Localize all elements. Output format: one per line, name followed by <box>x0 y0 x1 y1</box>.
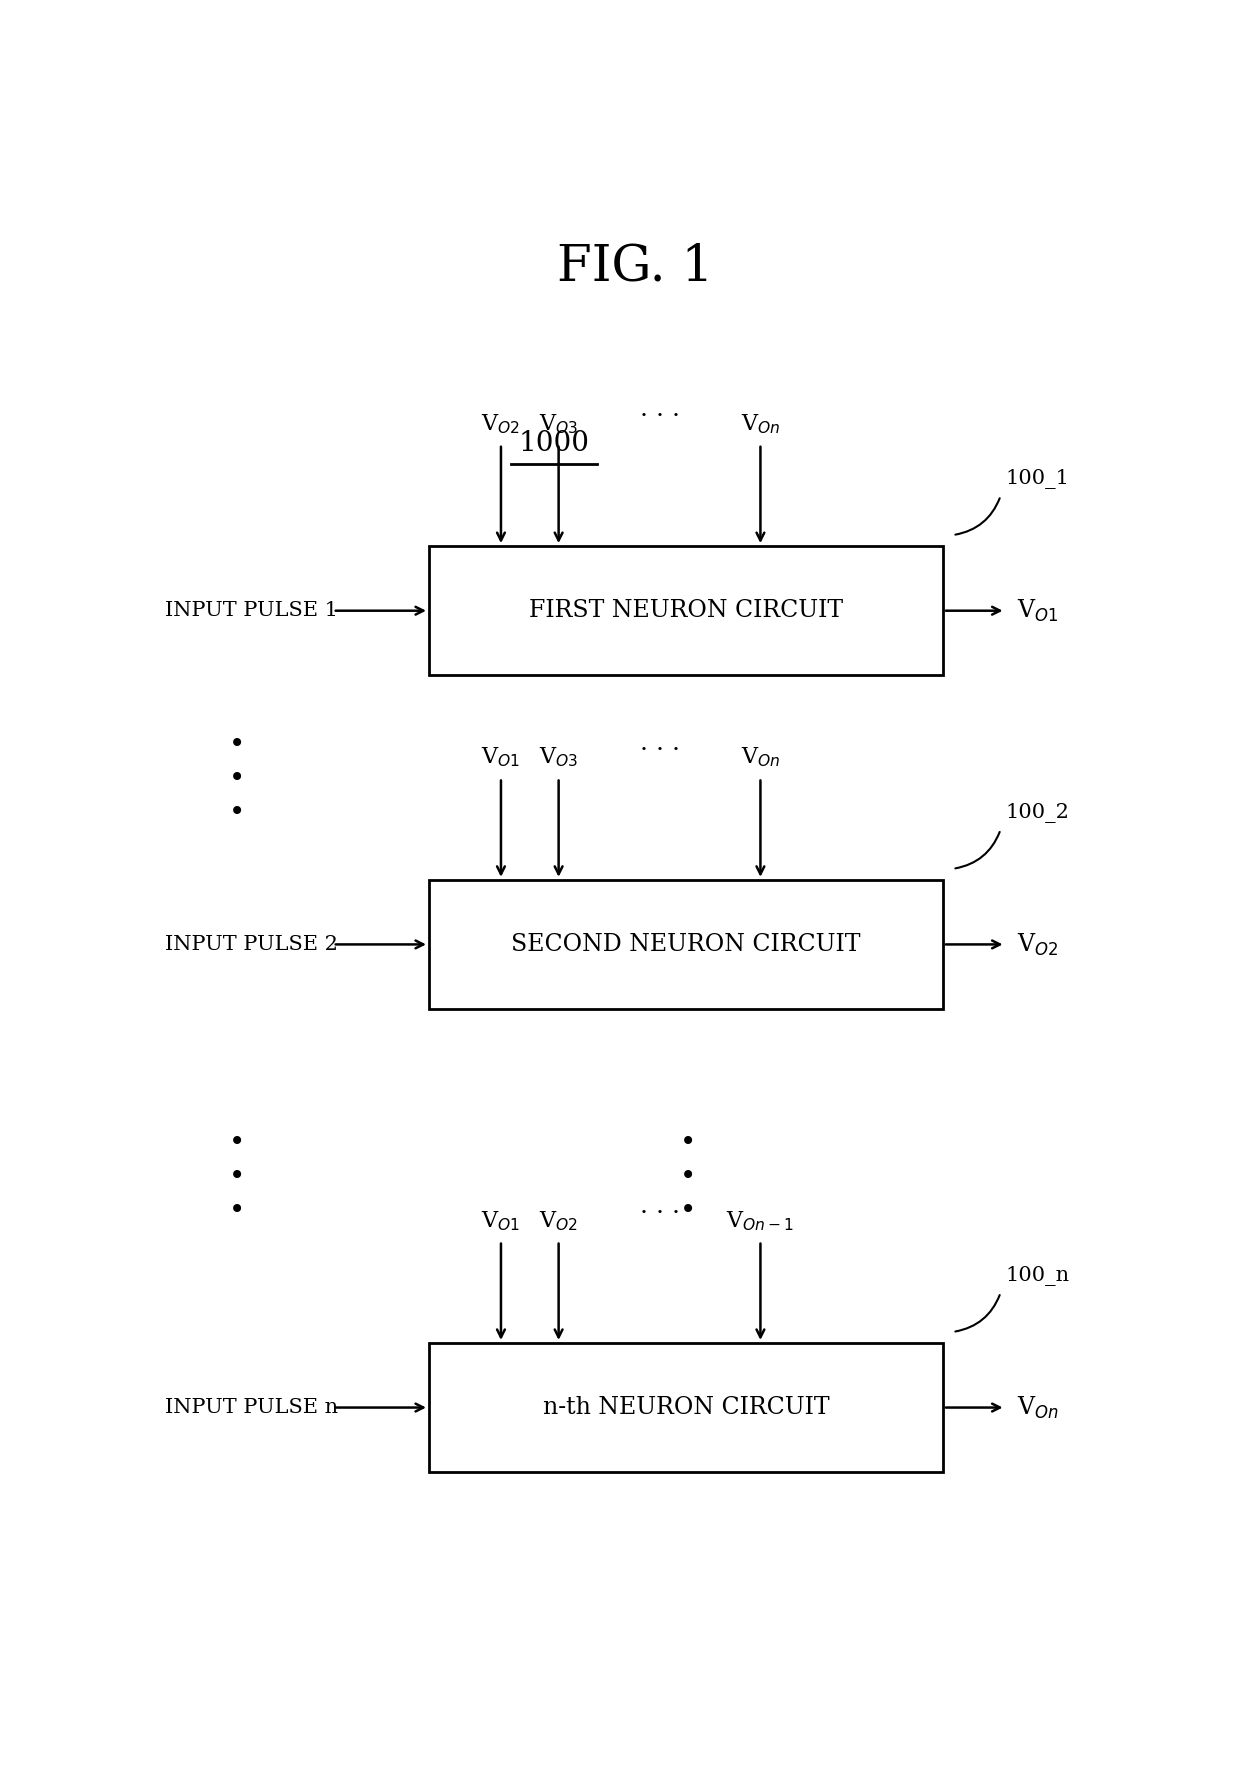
Text: V$_{O2}$: V$_{O2}$ <box>539 1208 578 1233</box>
Text: V$_{O1}$: V$_{O1}$ <box>1017 598 1059 624</box>
Text: •: • <box>228 1196 244 1224</box>
Text: INPUT PULSE 2: INPUT PULSE 2 <box>165 936 337 953</box>
Text: •: • <box>681 1129 697 1155</box>
Text: •: • <box>228 729 244 757</box>
Text: V$_{O3}$: V$_{O3}$ <box>539 747 578 770</box>
Text: •: • <box>228 1129 244 1155</box>
Text: . . .: . . . <box>640 398 680 421</box>
Bar <box>429 1343 944 1472</box>
Text: FIG. 1: FIG. 1 <box>557 242 714 292</box>
Text: 100_2: 100_2 <box>1006 803 1069 823</box>
Text: •: • <box>228 1162 244 1191</box>
Text: n-th NEURON CIRCUIT: n-th NEURON CIRCUIT <box>543 1396 830 1419</box>
Text: INPUT PULSE n: INPUT PULSE n <box>165 1398 337 1417</box>
Text: INPUT PULSE 1: INPUT PULSE 1 <box>165 601 337 621</box>
Text: V$_{O1}$: V$_{O1}$ <box>481 747 521 770</box>
Text: •: • <box>681 1196 697 1224</box>
Text: V$_{On}$: V$_{On}$ <box>1017 1394 1059 1421</box>
Text: V$_{On}$: V$_{On}$ <box>740 747 780 770</box>
Text: V$_{O2}$: V$_{O2}$ <box>481 412 521 435</box>
Text: V$_{On-1}$: V$_{On-1}$ <box>727 1208 795 1233</box>
Text: V$_{O3}$: V$_{O3}$ <box>539 412 578 435</box>
Text: . . .: . . . <box>640 732 680 755</box>
Text: . . .: . . . <box>640 1196 680 1219</box>
Text: •: • <box>228 798 244 826</box>
Text: 100_1: 100_1 <box>1006 469 1069 488</box>
Text: V$_{O1}$: V$_{O1}$ <box>481 1208 521 1233</box>
Text: •: • <box>228 764 244 791</box>
Text: V$_{On}$: V$_{On}$ <box>740 412 780 435</box>
Text: 1000: 1000 <box>518 430 589 458</box>
Bar <box>429 879 944 1008</box>
Text: V$_{O2}$: V$_{O2}$ <box>1017 930 1059 957</box>
Text: 100_n: 100_n <box>1006 1265 1070 1286</box>
Text: FIRST NEURON CIRCUIT: FIRST NEURON CIRCUIT <box>529 600 843 623</box>
Bar <box>429 547 944 676</box>
Text: •: • <box>681 1162 697 1191</box>
Text: SECOND NEURON CIRCUIT: SECOND NEURON CIRCUIT <box>511 932 861 955</box>
